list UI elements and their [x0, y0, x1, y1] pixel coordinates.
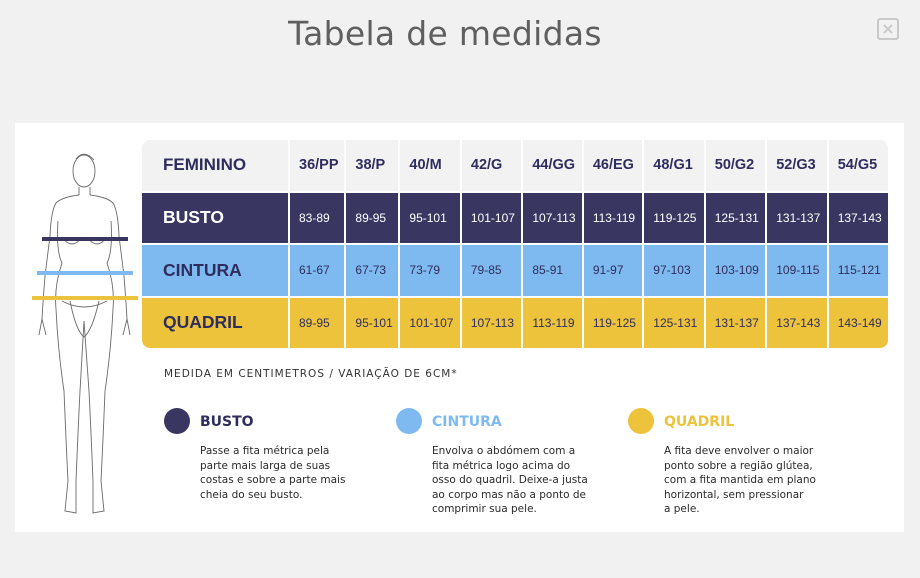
- measurement-cell: 91-97: [583, 245, 645, 298]
- measurement-cell: 89-95: [290, 297, 347, 348]
- measurement-cell: 131-137: [705, 297, 768, 348]
- measurement-cell: 95-101: [400, 192, 462, 245]
- measurement-cell: 115-121: [828, 245, 888, 298]
- row-label-cintura: CINTURA: [142, 245, 290, 298]
- size-header: 44/GG: [523, 140, 584, 193]
- legend-title-cintura: CINTURA: [432, 414, 502, 430]
- size-header: 48/G1: [644, 140, 706, 193]
- size-header: 38/P: [346, 140, 401, 193]
- measurement-cell: 137-143: [828, 192, 888, 245]
- body-figure-illustration: [32, 153, 138, 514]
- measurement-cell: 85-91: [523, 245, 584, 298]
- table-row-busto: BUSTO 83-89 89-95 95-101 101-107 107-113 113-…: [142, 192, 888, 245]
- measurement-cell: 83-89: [290, 192, 347, 245]
- size-header: 52/G3: [767, 140, 829, 193]
- size-header: 46/EG: [583, 140, 645, 193]
- table-row-quadril: QUADRIL 89-95 95-101 101-107 107-113 113-119…: [142, 297, 888, 348]
- measurement-cell: 113-119: [523, 297, 584, 348]
- legend-dot-quadril: [628, 408, 654, 434]
- measurement-cell: 79-85: [461, 245, 524, 298]
- row-label-busto: BUSTO: [142, 192, 290, 245]
- legend-title-quadril: QUADRIL: [664, 414, 735, 430]
- legend-description-busto: Passe a fita métrica pela parte mais lar…: [200, 445, 346, 501]
- measurement-cell: 107-113: [461, 297, 524, 348]
- size-header: 42/G: [461, 140, 524, 193]
- size-header: 36/PP: [290, 140, 347, 193]
- close-icon[interactable]: ×: [877, 18, 899, 40]
- measurement-cell: 125-131: [705, 192, 768, 245]
- measurement-cell: 113-119: [583, 192, 645, 245]
- measurement-cell: 119-125: [583, 297, 645, 348]
- measurement-cell: 137-143: [767, 297, 829, 348]
- measurement-cell: 67-73: [346, 245, 401, 298]
- legend-description-quadril: A fita deve envolver o maior ponto sobre…: [664, 445, 816, 515]
- measurement-note: MEDIDA EM CENTIMETROS / VARIAÇÃO DE 6CM*: [164, 368, 458, 380]
- measurement-cell: 97-103: [644, 245, 706, 298]
- legend-dot-cintura: [396, 408, 422, 434]
- legend-title-busto: BUSTO: [200, 414, 254, 430]
- measurement-cell: 131-137: [767, 192, 829, 245]
- measurement-cell: 125-131: [644, 297, 706, 348]
- measurement-cell: 109-115: [767, 245, 829, 298]
- measurement-cell: 107-113: [523, 192, 584, 245]
- measurement-cell: 95-101: [346, 297, 401, 348]
- measurement-cell: 101-107: [461, 192, 524, 245]
- size-chart-panel: FEMININO 36/PP 38/P 40/M 42/G 44/GG 46/EG 48/G…: [15, 123, 904, 532]
- measurement-cell: 89-95: [346, 192, 401, 245]
- figure-outline: [38, 153, 131, 514]
- size-header: 40/M: [400, 140, 462, 193]
- measurement-cell: 73-79: [400, 245, 462, 298]
- size-header: 50/G2: [705, 140, 768, 193]
- size-header: 54/G5: [828, 140, 888, 193]
- measurement-cell: 119-125: [644, 192, 706, 245]
- measurement-cell: 101-107: [400, 297, 462, 348]
- modal-title: Tabela de medidas: [288, 14, 602, 53]
- row-label-quadril: QUADRIL: [142, 297, 290, 348]
- size-table: FEMININO 36/PP 38/P 40/M 42/G 44/GG 46/EG 48/G…: [142, 140, 888, 348]
- measurement-cell: 143-149: [828, 297, 888, 348]
- legend-description-cintura: Envolva o abdómem com a fita métrica log…: [432, 445, 588, 515]
- table-corner-label: FEMININO: [142, 140, 290, 193]
- legend-dot-busto: [164, 408, 190, 434]
- measurement-cell: 103-109: [705, 245, 768, 298]
- table-header-row: FEMININO 36/PP 38/P 40/M 42/G 44/GG 46/EG 48/G…: [142, 140, 888, 193]
- table-row-cintura: CINTURA 61-67 67-73 73-79 79-85 85-91 91-97 97…: [142, 245, 888, 298]
- measurement-cell: 61-67: [290, 245, 347, 298]
